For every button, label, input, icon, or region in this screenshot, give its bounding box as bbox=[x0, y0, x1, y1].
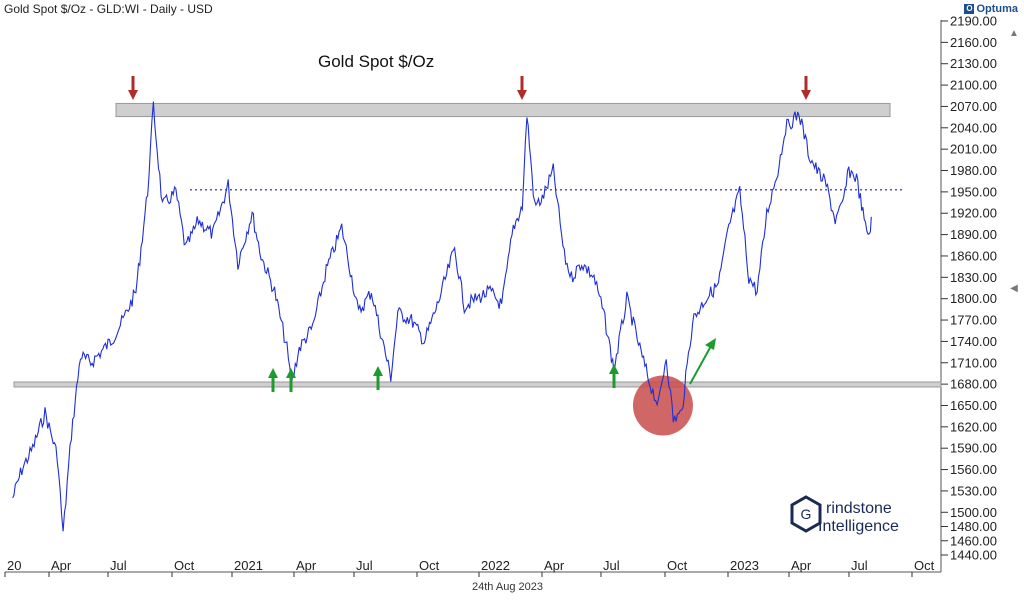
grindstone-logo: G bbox=[790, 495, 822, 533]
y-tick-label: 2100.00 bbox=[950, 78, 997, 93]
diagonal-up-arrow-icon bbox=[705, 338, 716, 350]
x-tick-label: Oct bbox=[667, 558, 688, 573]
y-tick-label: 1740.00 bbox=[950, 334, 997, 349]
brand-name: Optuma bbox=[976, 3, 1018, 15]
brand-label: O Optuma bbox=[964, 3, 1018, 15]
x-tick-label: Oct bbox=[174, 558, 195, 573]
x-tick-label: Apr bbox=[791, 558, 812, 573]
x-tick-label: Jul bbox=[851, 558, 868, 573]
series-layer bbox=[12, 101, 872, 534]
y-tick-label: 1890.00 bbox=[950, 227, 997, 242]
y-tick-label: 1620.00 bbox=[950, 419, 997, 434]
y-tick-label: 1800.00 bbox=[950, 291, 997, 306]
plot-area bbox=[5, 20, 941, 572]
y-tick-label: 1560.00 bbox=[950, 462, 997, 477]
y-tick-label: 1980.00 bbox=[950, 163, 997, 178]
down-arrow-icon bbox=[801, 90, 811, 100]
x-tick-label: 2022 bbox=[481, 558, 510, 573]
date-label: 24th Aug 2023 bbox=[472, 581, 543, 593]
y-tick-label: 1650.00 bbox=[950, 398, 997, 413]
up-arrow-icon bbox=[609, 364, 619, 374]
x-tick-label: Apr bbox=[51, 558, 72, 573]
collapse-left-icon[interactable]: ◀ bbox=[1010, 283, 1018, 294]
logo-letter-g: G bbox=[801, 506, 812, 522]
x-tick-label: 2023 bbox=[730, 558, 759, 573]
collapse-up-icon[interactable]: ▲ bbox=[1009, 28, 1019, 39]
y-tick-label: 1440.00 bbox=[950, 548, 997, 563]
diagonal-arrow-shaft bbox=[689, 345, 712, 385]
y-tick-label: 1480.00 bbox=[950, 519, 997, 534]
x-tick-label: Apr bbox=[296, 558, 317, 573]
optuma-logo-icon: O bbox=[964, 4, 975, 15]
y-tick-label: 1590.00 bbox=[950, 441, 997, 456]
chart-header: Gold Spot $/Oz - GLD:WI - Daily - USD bbox=[4, 2, 213, 16]
y-tick-label: 2130.00 bbox=[950, 56, 997, 71]
support-band bbox=[13, 381, 942, 388]
hexagon-logo-icon bbox=[790, 495, 822, 533]
gold-price-series bbox=[12, 101, 872, 532]
x-ticks: 20 Apr Jul Oct 2021 Apr Jul Oct 2022 Apr Jul Oct 202… bbox=[4, 558, 935, 577]
y-tick-label: 1860.00 bbox=[950, 248, 997, 263]
y-tick-label: 2040.00 bbox=[950, 120, 997, 135]
x-tick-label: Apr bbox=[544, 558, 565, 573]
down-arrow-icon bbox=[517, 90, 527, 100]
y-tick-label: 1530.00 bbox=[950, 483, 997, 498]
logo-text-line1: rindstone bbox=[826, 500, 892, 517]
up-arrow-icon bbox=[373, 366, 383, 376]
x-tick-label: Jul bbox=[603, 558, 620, 573]
up-arrow-icon bbox=[268, 368, 278, 378]
x-tick-label: Oct bbox=[914, 558, 935, 573]
y-tick-label: 1770.00 bbox=[950, 313, 997, 328]
down-arrow-icon bbox=[128, 90, 138, 100]
y-tick-label: 2010.00 bbox=[950, 142, 997, 157]
y-tick-label: 2190.00 bbox=[950, 14, 997, 29]
y-tick-label: 1680.00 bbox=[950, 377, 997, 392]
y-tick-label: 1920.00 bbox=[950, 206, 997, 221]
resistance-band bbox=[115, 102, 891, 118]
y-tick-label: 1830.00 bbox=[950, 270, 997, 285]
up-arrow-icon bbox=[286, 368, 296, 378]
y-tick-label: 1710.00 bbox=[950, 355, 997, 370]
annotations-layer bbox=[128, 76, 811, 392]
x-tick-label: 2021 bbox=[234, 558, 263, 573]
y-tick-label: 2070.00 bbox=[950, 99, 997, 114]
y-tick-label: 1500.00 bbox=[950, 505, 997, 520]
y-tick-label: 2160.00 bbox=[950, 35, 997, 50]
chart-title: Gold Spot $/Oz bbox=[318, 52, 435, 71]
x-tick-label: Jul bbox=[110, 558, 127, 573]
y-tick-label: 1950.00 bbox=[950, 184, 997, 199]
x-tick-label: Oct bbox=[419, 558, 440, 573]
x-tick-label: 20 bbox=[7, 558, 21, 573]
highlight-circle bbox=[632, 375, 693, 436]
y-tick-label: 1460.00 bbox=[950, 533, 997, 548]
logo-text-line2: Intelligence bbox=[818, 518, 899, 535]
x-tick-label: Jul bbox=[356, 558, 373, 573]
